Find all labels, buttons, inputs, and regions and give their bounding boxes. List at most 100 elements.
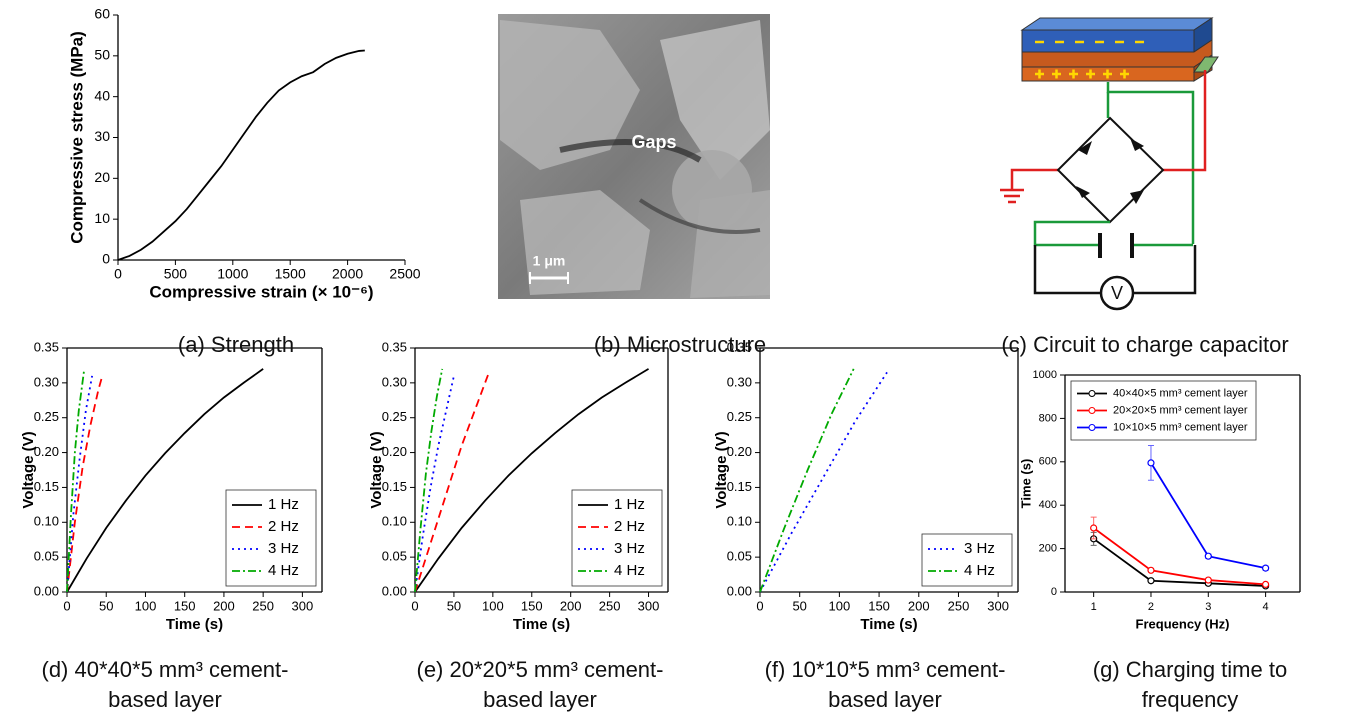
marker — [1147, 459, 1155, 467]
x-axis-label: Time (s) — [513, 616, 570, 633]
marker — [1262, 580, 1270, 589]
y-tick-label: 0.20 — [34, 444, 59, 459]
x-tick-label: 0 — [63, 598, 70, 613]
series-line — [414, 372, 490, 593]
x-tick-label: 200 — [213, 598, 235, 613]
legend-label: 40×40×5 mm³ cement layer — [1113, 387, 1248, 399]
micrograph: Gaps 1 μm — [498, 14, 770, 299]
legend-label: 4 Hz — [964, 562, 995, 579]
y-tick-label: 0.25 — [382, 409, 407, 424]
caption: (e) 20*20*5 mm³ cement-based layer — [416, 657, 664, 712]
series-line — [414, 368, 444, 593]
series-line — [759, 368, 855, 593]
y-tick-label: 0.00 — [727, 583, 752, 598]
y-tick-label: 40 — [94, 87, 110, 103]
x-tick-label: 2500 — [389, 266, 420, 282]
y-tick-label: 0.05 — [382, 549, 407, 564]
meter-label: V — [1111, 283, 1123, 303]
x-tick-label: 300 — [292, 598, 314, 613]
x-tick-label: 0 — [411, 598, 418, 613]
x-tick-label: 100 — [829, 598, 851, 613]
x-tick-label: 300 — [987, 598, 1009, 613]
series-line — [414, 368, 649, 593]
y-tick-label: 0.10 — [727, 514, 752, 529]
y-tick-label: 0.15 — [34, 479, 59, 494]
x-tick-label: 250 — [599, 598, 621, 613]
x-tick-label: 0 — [756, 598, 763, 613]
y-tick-label: 20 — [94, 169, 110, 185]
y-tick-label: 800 — [1039, 412, 1057, 424]
y-tick-label: 0.25 — [34, 409, 59, 424]
y-tick-label: 60 — [94, 6, 110, 22]
legend-label: 20×20×5 mm³ cement layer — [1113, 404, 1248, 416]
y-tick-label: 0 — [102, 251, 110, 267]
x-tick-label: 1 — [1091, 601, 1097, 613]
y-tick-label: 1000 — [1033, 369, 1057, 381]
legend-label: 3 Hz — [964, 540, 995, 557]
caption: (d) 40*40*5 mm³ cement-based layer — [41, 657, 289, 712]
x-tick-label: 1000 — [217, 266, 248, 282]
y-tick-label: 600 — [1039, 456, 1057, 468]
y-tick-label: 0.20 — [727, 444, 752, 459]
x-tick-label: 2000 — [332, 266, 363, 282]
x-tick-label: 200 — [560, 598, 582, 613]
legend-marker — [1088, 424, 1096, 431]
legend-label: 3 Hz — [614, 540, 645, 557]
caption: (a) Strength — [177, 332, 295, 357]
y-tick-label: 0.00 — [34, 583, 59, 598]
caption: (g) Charging time to frequency — [1092, 657, 1288, 712]
circuit: V — [1000, 17, 1219, 311]
image-label: Gaps — [631, 132, 676, 152]
legend-label: 2 Hz — [614, 518, 645, 535]
legend-label: 2 Hz — [268, 518, 299, 535]
caption: (b) Microstructure — [593, 332, 767, 357]
x-tick-label: 150 — [868, 598, 890, 613]
y-axis-label: Voltage (V) — [713, 431, 730, 508]
series-line — [414, 375, 455, 593]
x-tick-label: 50 — [447, 598, 461, 613]
y-tick-label: 0 — [1051, 586, 1057, 598]
caption: (f) 10*10*5 mm³ cement-based layer — [764, 657, 1006, 712]
y-tick-label: 0.00 — [382, 583, 407, 598]
y-axis-label: Voltage (V) — [20, 431, 37, 508]
x-tick-label: 0 — [114, 266, 122, 282]
series-line — [1150, 462, 1266, 570]
y-tick-label: 0.15 — [382, 479, 407, 494]
x-tick-label: 50 — [99, 598, 113, 613]
x-axis-label: Frequency (Hz) — [1136, 616, 1230, 631]
marker — [1090, 524, 1098, 532]
x-tick-label: 3 — [1205, 601, 1211, 613]
legend-label: 4 Hz — [268, 562, 299, 579]
series-line — [759, 371, 888, 593]
series-line — [66, 368, 86, 593]
y-tick-label: 0.30 — [727, 374, 752, 389]
y-tick-label: 0.10 — [34, 514, 59, 529]
legend-box — [571, 489, 663, 587]
legend-box — [921, 533, 1013, 587]
y-tick-label: 0.30 — [382, 374, 407, 389]
legend-label: 1 Hz — [614, 496, 645, 513]
y-tick-label: 0.10 — [382, 514, 407, 529]
y-tick-label: 50 — [94, 47, 110, 63]
series-line — [66, 375, 93, 593]
scale-bar-label: 1 μm — [533, 253, 566, 269]
marker — [1147, 577, 1155, 585]
y-tick-label: 200 — [1039, 543, 1057, 555]
x-tick-label: 500 — [164, 266, 188, 282]
y-tick-label: 0.30 — [34, 374, 59, 389]
legend-box — [225, 489, 317, 587]
x-tick-label: 250 — [252, 598, 274, 613]
x-axis-label: Time (s) — [860, 616, 917, 633]
legend-label: 10×10×5 mm³ cement layer — [1113, 421, 1248, 433]
x-tick-label: 150 — [174, 598, 196, 613]
legend-marker — [1088, 407, 1096, 414]
legend-label: 1 Hz — [268, 496, 299, 513]
x-tick-label: 2 — [1148, 601, 1154, 613]
legend-label: 4 Hz — [614, 562, 645, 579]
series-line — [117, 49, 365, 261]
marker — [1204, 576, 1212, 584]
y-tick-label: 30 — [94, 128, 110, 144]
y-tick-label: 0.35 — [382, 339, 407, 354]
